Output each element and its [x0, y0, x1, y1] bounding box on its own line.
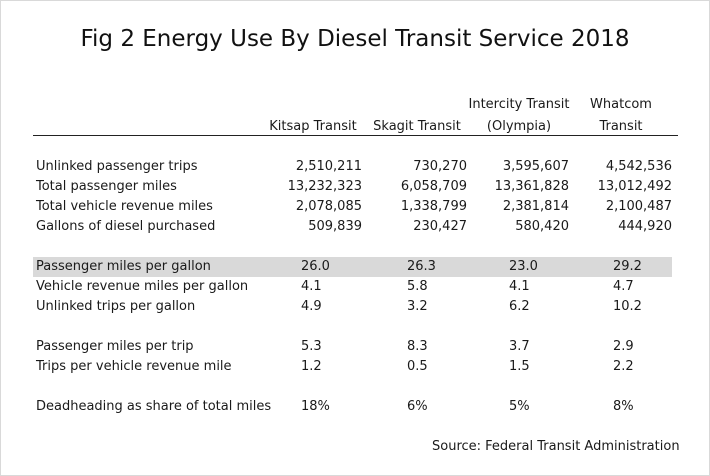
header-rule: [33, 135, 678, 136]
row-label: Passenger miles per trip: [36, 339, 194, 354]
column-header-line1: Intercity Transit: [468, 97, 570, 112]
row-label: Unlinked passenger trips: [36, 159, 198, 174]
row-label: Total passenger miles: [36, 179, 177, 194]
table-cell: 444,920: [618, 219, 672, 234]
table-cell: 1.5: [509, 359, 530, 374]
column-header-line2: Skagit Transit: [373, 119, 461, 134]
column-header-whatcom: Whatcom Transit: [580, 94, 662, 138]
table-cell: 8%: [613, 399, 634, 414]
source-note: Source: Federal Transit Administration: [432, 439, 680, 454]
table-cell: 0.5: [407, 359, 428, 374]
column-header-intercity: Intercity Transit (Olympia): [464, 94, 574, 138]
table-cell: 18%: [301, 399, 330, 414]
row-label: Passenger miles per gallon: [36, 259, 211, 274]
highlight-band: [33, 257, 672, 277]
table-cell: 2.2: [613, 359, 634, 374]
table-row: Deadheading as share of total miles 18% 6%…: [0, 397, 710, 417]
table-cell: 3.7: [509, 339, 530, 354]
table-cell: 4.7: [613, 279, 634, 294]
table-row: Total passenger miles 13,232,323 6,058,709…: [0, 177, 710, 197]
table-cell: 6,058,709: [400, 179, 467, 194]
table-cell: 4.1: [301, 279, 322, 294]
column-header-line2: (Olympia): [486, 119, 552, 134]
column-header-kitsap: Kitsap Transit: [268, 94, 358, 138]
table-row: Trips per vehicle revenue mile 1.2 0.5 1.5 2…: [0, 357, 710, 377]
column-header-line2: Transit: [599, 119, 643, 134]
table-cell: 509,839: [308, 219, 362, 234]
table-cell: 6.2: [509, 299, 530, 314]
table-cell: 2,100,487: [605, 199, 672, 214]
row-label: Unlinked trips per gallon: [36, 299, 196, 314]
table-cell: 1.2: [301, 359, 322, 374]
table-cell: 8.3: [407, 339, 428, 354]
table-cell: 4.9: [301, 299, 322, 314]
table-row: Vehicle revenue miles per gallon 4.1 5.8 4.…: [0, 277, 710, 297]
table-cell: 26.3: [407, 259, 436, 274]
column-header-line1: [372, 94, 462, 116]
table-cell: 29.2: [613, 259, 642, 274]
table-cell: 10.2: [613, 299, 642, 314]
table-row: Unlinked trips per gallon 4.9 3.2 6.2 10.2: [0, 297, 710, 317]
table-cell: 4,542,536: [605, 159, 672, 174]
row-label: Gallons of diesel purchased: [36, 219, 216, 234]
table-cell: 2.9: [613, 339, 634, 354]
table-cell: 23.0: [509, 259, 538, 274]
row-label: Total vehicle revenue miles: [36, 199, 213, 214]
table-cell: 3,595,607: [502, 159, 569, 174]
table-cell: 5.3: [301, 339, 322, 354]
table-cell: 1,338,799: [400, 199, 467, 214]
chart-title: Fig 2 Energy Use By Diesel Transit Servi…: [80, 26, 630, 52]
table-cell: 5%: [509, 399, 530, 414]
table-cell: 6%: [407, 399, 428, 414]
table-row: Passenger miles per trip 5.3 8.3 3.7 2.9: [0, 337, 710, 357]
table-cell: 580,420: [515, 219, 569, 234]
column-header-skagit: Skagit Transit: [372, 94, 462, 138]
table-cell: 5.8: [407, 279, 428, 294]
table-cell: 4.1: [509, 279, 530, 294]
table-cell: 230,427: [413, 219, 467, 234]
table-cell: 2,510,211: [295, 159, 362, 174]
table-row: Unlinked passenger trips 2,510,211 730,270…: [0, 157, 710, 177]
row-label: Vehicle revenue miles per gallon: [36, 279, 249, 294]
table-cell: 2,078,085: [295, 199, 362, 214]
table-cell: 26.0: [301, 259, 330, 274]
column-header-line1: [268, 94, 358, 116]
column-header-line2: Kitsap Transit: [269, 119, 357, 134]
table-row: Total vehicle revenue miles 2,078,085 1,33…: [0, 197, 710, 217]
row-label: Deadheading as share of total miles: [36, 399, 272, 414]
table-cell: 2,381,814: [502, 199, 569, 214]
table-cell: 13,012,492: [597, 179, 672, 194]
table-cell: 13,361,828: [494, 179, 569, 194]
row-label: Trips per vehicle revenue mile: [36, 359, 232, 374]
table-cell: 730,270: [413, 159, 467, 174]
table-cell: 3.2: [407, 299, 428, 314]
table-row: Gallons of diesel purchased 509,839 230,42…: [0, 217, 710, 237]
table-cell: 13,232,323: [287, 179, 362, 194]
column-header-line1: Whatcom: [590, 97, 652, 112]
table-row: Passenger miles per gallon 26.0 26.3 23.0 29…: [0, 257, 710, 277]
